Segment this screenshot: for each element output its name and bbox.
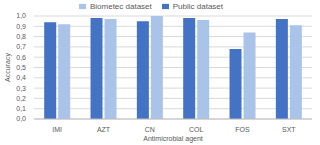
svg-text:0,6: 0,6 — [16, 54, 26, 61]
svg-text:0,4: 0,4 — [16, 74, 26, 81]
html-text:Biometec dataset: Biometec dataset — [90, 2, 152, 11]
html-text:Public dataset: Public dataset — [172, 2, 223, 11]
svg-text:1,0: 1,0 — [16, 12, 26, 19]
svg-text:IMI: IMI — [52, 126, 62, 133]
svg-text:SXT: SXT — [282, 126, 296, 133]
svg-text:Accuracy: Accuracy — [8, 53, 12, 82]
svg-text:0,8: 0,8 — [16, 33, 26, 40]
svg-text:AZT: AZT — [97, 126, 111, 133]
svg-text:0,2: 0,2 — [16, 95, 26, 102]
svg-text:CN: CN — [145, 126, 155, 133]
svg-text:Antimicrobial agent: Antimicrobial agent — [143, 135, 203, 143]
svg-text:0,0: 0,0 — [16, 115, 26, 122]
svg-text:COL: COL — [189, 126, 204, 133]
svg-text:0,9: 0,9 — [16, 23, 26, 30]
svg-text:0,3: 0,3 — [16, 85, 26, 92]
svg-text:0,5: 0,5 — [16, 64, 26, 71]
svg-text:0,7: 0,7 — [16, 43, 26, 50]
svg-text:FOS: FOS — [235, 126, 250, 133]
svg-text:0,1: 0,1 — [16, 105, 26, 112]
